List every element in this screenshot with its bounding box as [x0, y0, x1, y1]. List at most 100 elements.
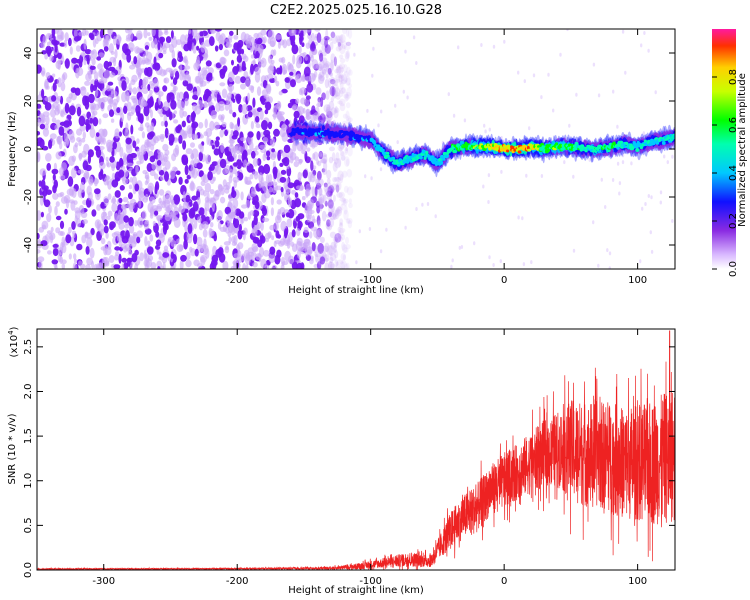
x-tick-label: -300: [92, 275, 115, 286]
noise-blob: [215, 136, 220, 141]
noise-blob: [263, 163, 271, 175]
noise-blob: [319, 256, 326, 265]
noise-blob: [324, 61, 331, 68]
noise-blob: [338, 147, 343, 152]
noise-blob: [233, 218, 240, 229]
noise-blob: [78, 115, 86, 127]
noise-blob: [332, 212, 337, 221]
noise-blob: [68, 130, 75, 140]
noise-speck: [671, 219, 674, 223]
noise-blob: [173, 85, 178, 92]
noise-speck: [517, 70, 520, 75]
noise-blob: [158, 189, 165, 196]
noise-blob: [238, 223, 242, 232]
noise-blob: [70, 200, 76, 211]
noise-blob: [298, 158, 304, 164]
noise-blob: [137, 72, 142, 80]
y-tick-label: 40: [23, 47, 34, 60]
noise-blob: [326, 195, 333, 200]
noise-blob: [209, 222, 214, 228]
noise-speck: [592, 62, 596, 67]
noise-blob: [121, 263, 125, 269]
noise-blob: [345, 52, 350, 63]
noise-blob: [80, 86, 86, 91]
noise-blob: [241, 103, 248, 115]
noise-blob: [185, 259, 192, 268]
noise-blob: [152, 220, 156, 226]
noise-blob: [137, 217, 144, 228]
noise-blob: [274, 34, 282, 40]
noise-speck: [487, 173, 491, 178]
noise-blob: [311, 186, 316, 196]
noise-blob: [139, 113, 144, 124]
noise-blob: [127, 192, 133, 200]
noise-speck: [364, 174, 367, 179]
noise-blob: [331, 80, 337, 86]
noise-blob: [345, 94, 350, 101]
noise-blob: [91, 58, 96, 66]
noise-blob: [335, 209, 342, 217]
noise-speck: [451, 258, 454, 263]
noise-blob: [331, 86, 335, 97]
noise-blob: [164, 160, 171, 170]
noise-blob: [111, 179, 119, 188]
noise-blob: [233, 234, 238, 246]
noise-blob: [335, 92, 340, 97]
noise-blob: [129, 224, 135, 234]
noise-blob: [245, 180, 253, 185]
noise-blob: [242, 149, 248, 159]
noise-blob: [332, 90, 337, 99]
noise-blob: [310, 226, 318, 232]
noise-blob: [177, 51, 183, 59]
noise-blob: [94, 188, 101, 195]
noise-blob: [265, 173, 270, 184]
noise-blob: [335, 264, 342, 269]
noise-blob: [342, 254, 347, 261]
noise-blob: [340, 74, 345, 82]
noise-blob: [232, 111, 237, 118]
noise-blob: [210, 29, 215, 34]
noise-blob: [158, 52, 164, 59]
noise-blob: [308, 245, 312, 256]
noise-blob: [314, 186, 318, 197]
noise-blob: [196, 162, 203, 170]
noise-speck: [606, 248, 609, 253]
noise-blob: [306, 147, 311, 152]
noise-blob: [149, 96, 154, 106]
noise-blob: [283, 144, 291, 154]
noise-blob: [325, 108, 331, 115]
noise-blob: [193, 62, 200, 71]
noise-blob: [222, 260, 229, 269]
noise-blob: [85, 164, 92, 172]
noise-blob: [104, 89, 112, 96]
noise-blob: [71, 188, 77, 199]
noise-blob: [213, 233, 217, 242]
noise-blob: [313, 111, 318, 116]
noise-blob: [260, 222, 264, 231]
noise-blob: [58, 247, 64, 256]
noise-blob: [333, 109, 339, 119]
noise-blob: [187, 223, 193, 234]
noise-blob: [108, 66, 116, 72]
noise-blob: [303, 226, 309, 234]
noise-blob: [306, 83, 314, 93]
noise-blob: [108, 255, 115, 263]
noise-blob: [141, 87, 149, 94]
noise-blob: [311, 32, 315, 43]
noise-blob: [333, 248, 337, 254]
noise-blob: [123, 215, 130, 223]
noise-blob: [237, 117, 241, 127]
noise-speck: [630, 161, 633, 166]
noise-blob: [343, 70, 349, 78]
noise-blob: [316, 170, 322, 181]
noise-blob: [237, 229, 243, 240]
noise-blob: [332, 90, 339, 98]
noise-speck: [588, 157, 591, 162]
noise-blob: [269, 246, 276, 255]
noise-blob: [243, 227, 248, 236]
noise-blob: [335, 94, 341, 100]
noise-blob: [213, 92, 218, 102]
noise-blob: [277, 41, 281, 49]
ridge-point: [537, 145, 541, 148]
noise-speck: [415, 207, 418, 211]
